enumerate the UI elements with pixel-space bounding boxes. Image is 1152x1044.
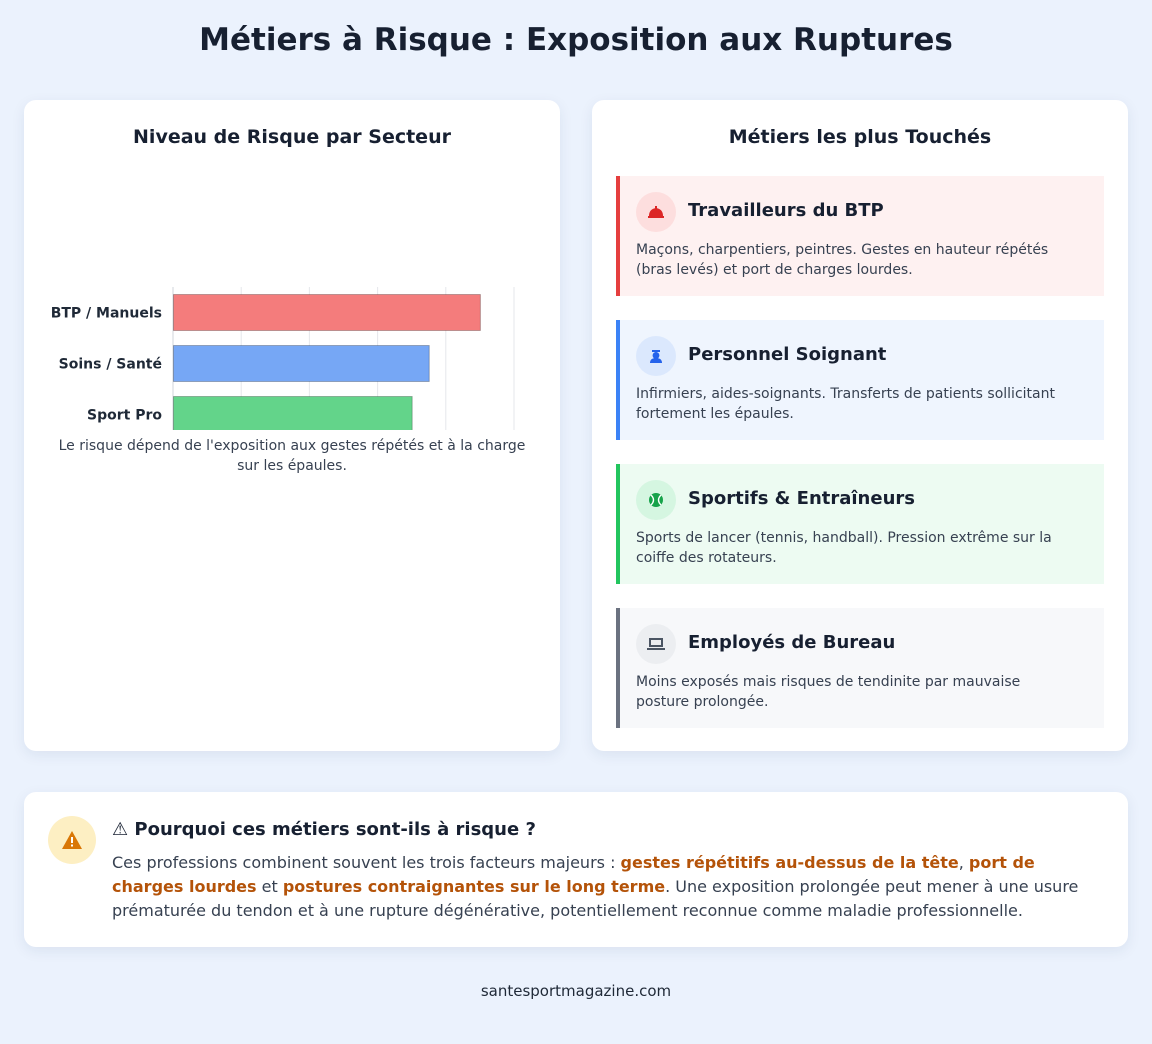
bar — [173, 345, 430, 382]
chart-caption: Le risque dépend de l'exposition aux ges… — [58, 438, 526, 474]
job-item-soignant: Personnel Soignant Infirmiers, aides-soi… — [616, 320, 1104, 440]
chart-card-title: Niveau de Risque par Secteur — [133, 126, 451, 148]
explanation-title: ⚠ Pourquoi ces métiers sont-ils à risque… — [112, 819, 536, 840]
highlight-postures: postures contraignantes sur le long term… — [282, 877, 666, 896]
bar — [173, 294, 481, 331]
text-segment: Ces professions combinent souvent les tr… — [112, 853, 621, 872]
job-description: Moins exposés mais risques de tendinite … — [636, 674, 1021, 710]
job-item-bureau: Employés de Bureau Moins exposés mais ri… — [616, 608, 1104, 728]
job-title: Travailleurs du BTP — [688, 200, 884, 221]
job-title: Employés de Bureau — [688, 632, 896, 653]
job-description: Sports de lancer (tennis, handball). Pre… — [636, 530, 1052, 566]
text-segment: et — [256, 877, 283, 896]
ball-icon — [636, 480, 676, 520]
highlight-charges: port de charges lourdes — [112, 853, 1035, 896]
jobs-card-title: Métiers les plus Touchés — [728, 126, 992, 148]
job-description: Infirmiers, aides-soignants. Transferts … — [636, 386, 1055, 422]
text-segment: . Une exposition prolongée peut mener à … — [112, 877, 1079, 920]
category-label: BTP / Manuels — [51, 306, 162, 322]
job-title: Sportifs & Entraîneurs — [688, 488, 915, 509]
explanation-text: Ces professions combinent souvent les tr… — [112, 851, 1102, 923]
laptop-icon — [636, 624, 676, 664]
job-description: Maçons, charpentiers, peintres. Gestes e… — [636, 242, 1049, 278]
highlight-gestes: gestes répétitifs au-dessus de la tête — [620, 853, 959, 872]
bar — [173, 396, 413, 430]
footer-source: santesportmagazine.com — [480, 982, 672, 1000]
risk-explanation-card: ⚠ Pourquoi ces métiers sont-ils à risque… — [24, 792, 1128, 947]
nurse-icon — [636, 336, 676, 376]
jobs-card: Métiers les plus Touchés Travailleurs du… — [592, 100, 1128, 751]
warning-icon — [48, 816, 96, 864]
job-item-btp: Travailleurs du BTP Maçons, charpentiers… — [616, 176, 1104, 296]
text-segment: , — [958, 853, 969, 872]
category-label: Sport Pro — [87, 408, 162, 424]
risk-chart-card: Niveau de Risque par Secteur 0%20%40%60%… — [24, 100, 560, 751]
page-title: Métiers à Risque : Exposition aux Ruptur… — [199, 22, 953, 58]
job-title: Personnel Soignant — [688, 344, 887, 365]
hard-hat-icon — [636, 192, 676, 232]
category-label: Soins / Santé — [59, 357, 162, 373]
job-item-sportifs: Sportifs & Entraîneurs Sports de lancer … — [616, 464, 1104, 584]
